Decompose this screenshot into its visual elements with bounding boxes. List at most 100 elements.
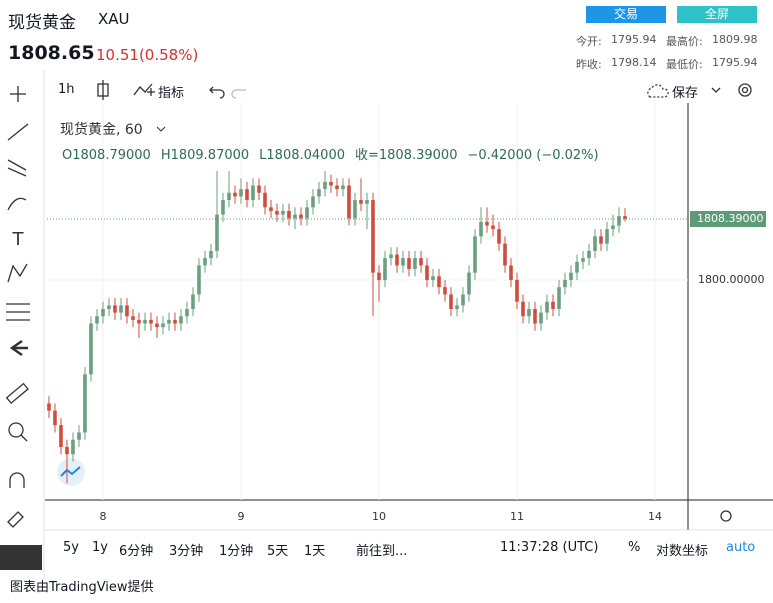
candle-body	[581, 258, 585, 262]
log-button[interactable]: 对数坐标	[656, 544, 709, 559]
toolbar-icons: T	[0, 80, 752, 570]
candle-body	[539, 312, 543, 324]
candle-body	[197, 265, 201, 295]
candle-body	[281, 210, 285, 215]
plot: 8 9 10 11 14 1800.00000 1808.39000	[47, 103, 766, 523]
candle-body	[401, 258, 405, 266]
range-button[interactable]: 1y	[92, 540, 108, 555]
stat-value: 1809.98	[712, 33, 758, 46]
candle-body	[563, 279, 567, 288]
candle-body	[173, 319, 177, 324]
candle-body	[617, 216, 621, 226]
candle-body	[215, 214, 219, 251]
auto-button[interactable]: auto	[726, 540, 756, 555]
candle-body	[569, 272, 573, 280]
candle-body	[437, 276, 441, 288]
fullscreen-button[interactable]: 全屏	[677, 6, 757, 23]
candle-body	[575, 261, 579, 273]
stat-value: 1795.94	[611, 33, 657, 46]
candle-body	[389, 254, 393, 259]
candle-body	[251, 185, 255, 201]
candle-body	[221, 200, 225, 215]
candle-body	[191, 294, 195, 309]
candle-body	[95, 316, 99, 324]
clock: 11:37:28 (UTC)	[500, 540, 599, 555]
candle-body	[269, 207, 273, 211]
candle-body	[275, 210, 279, 215]
trade-button[interactable]: 交易	[586, 6, 666, 23]
price: 1808.65	[8, 42, 95, 64]
candle-body	[443, 287, 447, 295]
range-button[interactable]: 1天	[304, 544, 326, 559]
ohlc-close: 收=1808.39000	[355, 148, 458, 163]
candle-body	[587, 250, 591, 259]
symbol-name: 现货黄金	[8, 13, 76, 33]
candle-body	[599, 236, 603, 244]
candle-body	[287, 210, 291, 219]
candle-body	[449, 294, 453, 309]
candle-body	[179, 316, 183, 324]
goto-button[interactable]: 前往到...	[356, 544, 408, 559]
svg-text:T: T	[12, 229, 25, 250]
stat-value: 1798.14	[611, 56, 657, 69]
range-button[interactable]: 5天	[267, 544, 289, 559]
x-tick-label: 11	[510, 510, 524, 523]
candle-body	[149, 319, 153, 324]
candle-body	[125, 305, 129, 317]
range-button[interactable]: 6分钟	[119, 544, 154, 559]
candle-body	[455, 305, 459, 309]
stat-label: 最高价:	[666, 35, 703, 48]
ohlc-legend: O1808.79000 H1809.87000 L1808.04000 收=1808.…	[62, 144, 599, 163]
save-button[interactable]: 保存	[672, 86, 699, 101]
candle-body	[425, 265, 429, 280]
candle-body	[527, 308, 531, 317]
candle-body	[143, 319, 147, 324]
candle-body	[101, 308, 105, 317]
candle-body	[83, 374, 87, 433]
candle-body	[47, 403, 51, 411]
candle-body	[311, 196, 315, 208]
candle-body	[479, 221, 483, 237]
percent-button[interactable]: %	[628, 540, 641, 555]
candle-body	[503, 243, 507, 266]
candle-body	[371, 200, 375, 273]
candle-body	[419, 258, 423, 266]
candle-body	[605, 229, 609, 244]
x-tick-label: 9	[237, 510, 244, 523]
range-button[interactable]: 3分钟	[169, 544, 204, 559]
price-change: 10.51(0.58%)	[96, 46, 199, 64]
candle-body	[395, 254, 399, 266]
candle-body	[515, 279, 519, 302]
candle-body	[185, 308, 189, 317]
candle-body	[341, 185, 345, 190]
candle-body	[89, 323, 93, 375]
ohlc-high: H1809.87000	[160, 148, 250, 163]
candle-body	[293, 214, 297, 219]
candle-body	[545, 301, 549, 313]
symbol-code: XAU	[98, 10, 130, 28]
candle-body	[413, 258, 417, 270]
last-price-box	[690, 211, 766, 228]
stat-label: 今开:	[576, 35, 602, 48]
y-tick-label: 1800.00000	[698, 273, 764, 286]
candle-body	[161, 323, 165, 328]
candle-body	[239, 189, 243, 197]
candle-body	[521, 301, 525, 317]
candle-body	[407, 258, 411, 270]
range-button[interactable]: 1分钟	[219, 544, 254, 559]
candle-body	[59, 425, 63, 447]
candle-body	[245, 189, 249, 201]
candle-body	[113, 305, 117, 313]
indicators-button[interactable]: 指标	[158, 86, 185, 101]
interval-button[interactable]: 1h	[58, 82, 75, 97]
candle-body	[461, 294, 465, 306]
candle-body	[107, 305, 111, 309]
candle-body	[299, 214, 303, 219]
candle-body	[347, 185, 351, 219]
candle-body	[491, 225, 495, 230]
range-button[interactable]: 5y	[63, 540, 79, 555]
ohlc-low: L1808.04000	[259, 148, 345, 163]
candle-body	[551, 301, 555, 309]
